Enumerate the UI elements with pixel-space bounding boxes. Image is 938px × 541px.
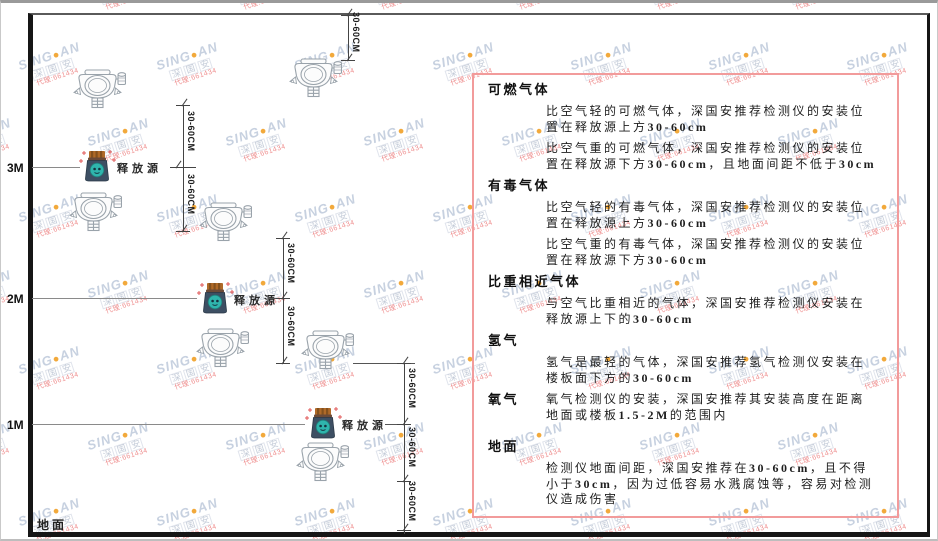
dimension-line	[183, 105, 184, 231]
axis-label-2m: 2M	[7, 292, 24, 306]
room-frame	[28, 13, 930, 537]
gas-detector-icon	[195, 326, 249, 368]
section-heading: 比重相近气体	[488, 274, 582, 289]
panel-section-toxic: 有毒气体 比空气轻的有毒气体，深国安推荐检测仪的安装位置在释放源上方30-60c…	[488, 178, 887, 268]
section-paragraph: 比空气轻的可燃气体，深国安推荐检测仪的安装位置在释放源上方30-60cm	[546, 104, 866, 134]
dimension-tick	[176, 231, 190, 232]
dimension-line	[283, 238, 284, 363]
release-source-icon	[195, 281, 235, 315]
gas-detector-icon	[300, 328, 354, 370]
panel-section-ground: 地面 检测仪地面间距，深国安推荐在30-60cm，且不得小于30cm，因为过低容…	[488, 439, 887, 508]
dimension-label: 30-60CM	[286, 306, 296, 347]
release-source-label: 释放源	[117, 163, 162, 175]
gas-detector-icon	[198, 200, 252, 242]
section-heading: 氧气	[488, 392, 520, 407]
panel-section-similar-density: 比重相近气体 与空气比重相近的气体，深国安推荐检测仪安装在释放源上下的30-60…	[488, 274, 887, 327]
dimension-tick	[276, 363, 290, 364]
section-paragraph: 与空气比重相近的气体，深国安推荐检测仪安装在释放源上下的30-60cm	[546, 296, 866, 326]
section-heading: 地面	[488, 439, 520, 454]
axis-label-1m: 1M	[7, 418, 24, 432]
dimension-line	[404, 363, 405, 534]
dimension-tick	[176, 105, 190, 106]
release-source-icon	[303, 406, 343, 440]
panel-section-oxygen: 氧气 氧气检测仪的安装，深国安推荐其安装高度在距离地面或楼板1.5-2M的范围内	[488, 392, 887, 423]
section-paragraph: 比空气重的可燃气体，深国安推荐检测仪的安装位置在释放源下方30-60cm，且地面…	[546, 141, 877, 171]
section-heading: 可燃气体	[488, 82, 551, 97]
dimension-tick	[276, 238, 290, 239]
ground-label: 地面	[37, 518, 68, 532]
dimension-tick	[341, 15, 355, 16]
gas-detector-icon	[68, 190, 122, 232]
level-line-3m	[32, 167, 80, 168]
dimension-label: 30-60CM	[186, 174, 196, 215]
section-heading: 氢气	[488, 333, 520, 348]
dimension-line	[348, 15, 349, 60]
release-source-label: 释放源	[234, 295, 279, 307]
section-paragraph: 比空气轻的有毒气体，深国安推荐检测仪的安装位置在释放源上方30-60cm	[546, 200, 866, 230]
info-panel: 可燃气体 比空气轻的可燃气体，深国安推荐检测仪的安装位置在释放源上方30-60c…	[472, 73, 899, 518]
gas-detector-icon	[288, 56, 342, 98]
axis-label-3m: 3M	[7, 161, 24, 175]
panel-section-combustible: 可燃气体 比空气轻的可燃气体，深国安推荐检测仪的安装位置在释放源上方30-60c…	[488, 82, 887, 172]
section-paragraph: 检测仪地面间距，深国安推荐在30-60cm，且不得小于30cm，因为过低容易水溅…	[546, 461, 874, 506]
gas-detector-icon	[72, 67, 126, 109]
dimension-label: 30-60CM	[407, 481, 417, 522]
connector-line	[353, 363, 415, 364]
dimension-tick	[397, 363, 411, 364]
connector-line	[385, 424, 405, 425]
dimension-label: 30-60CM	[407, 368, 417, 409]
panel-section-hydrogen: 氢气 氢气是最轻的气体，深国安推荐氢气检测仪安装在楼板面下方的30-60cm	[488, 333, 887, 386]
level-line-1m	[32, 424, 305, 425]
dimension-tick	[170, 167, 196, 168]
dimension-tick	[397, 530, 411, 531]
release-source-label: 释放源	[342, 420, 387, 432]
dimension-label: 30-60CM	[186, 111, 196, 152]
dimension-label: 30-60CM	[407, 427, 417, 468]
section-paragraph: 氧气检测仪的安装，深国安推荐其安装高度在距离地面或楼板1.5-2M的范围内	[546, 392, 866, 422]
level-line-2m	[32, 298, 197, 299]
section-paragraph: 氢气是最轻的气体，深国安推荐氢气检测仪安装在楼板面下方的30-60cm	[546, 355, 866, 385]
dimension-tick	[276, 298, 290, 299]
dimension-tick	[397, 424, 411, 425]
dimension-tick	[341, 60, 355, 61]
dimension-label: 30-60CM	[351, 12, 361, 53]
section-paragraph: 比空气重的有毒气体，深国安推荐检测仪的安装位置在释放源下方30-60cm	[546, 237, 866, 267]
section-heading: 有毒气体	[488, 178, 551, 193]
release-source-icon	[77, 149, 117, 183]
gas-detector-icon	[295, 440, 349, 482]
dimension-label: 30-60CM	[286, 243, 296, 284]
dimension-tick	[397, 481, 411, 482]
